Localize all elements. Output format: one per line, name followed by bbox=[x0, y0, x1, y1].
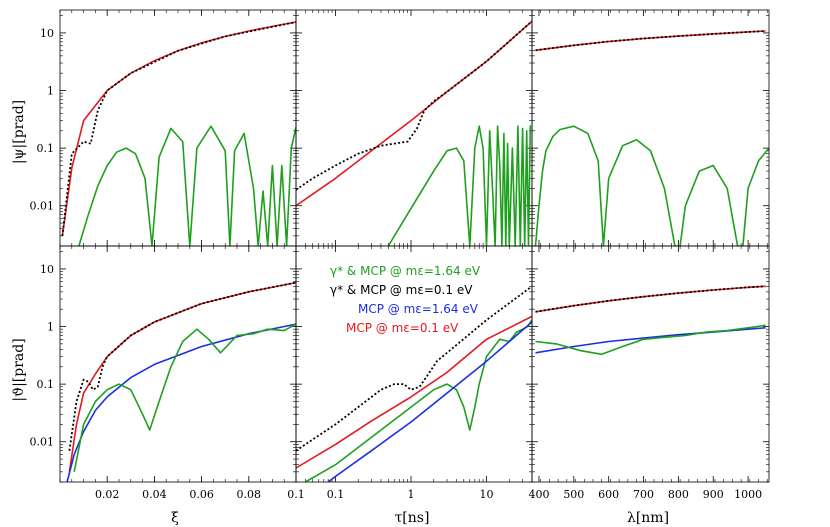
series-line-black-dotted bbox=[535, 285, 766, 313]
series-line-black-dotted bbox=[68, 281, 296, 451]
series-line-red bbox=[296, 20, 532, 207]
x-tick-label: 600 bbox=[598, 488, 619, 501]
x-tick-label: 800 bbox=[668, 488, 689, 501]
panel-frame bbox=[59, 245, 297, 483]
series-line-green bbox=[534, 125, 769, 246]
x-tick-label: 0.1 bbox=[327, 488, 345, 501]
series-group bbox=[296, 285, 532, 482]
x-axis-label-xi: ξ bbox=[171, 510, 179, 526]
series-group bbox=[296, 20, 532, 246]
series-line-red bbox=[68, 281, 296, 473]
x-tick-label: 400 bbox=[528, 488, 549, 501]
ticks: 0.1 1 10 bbox=[295, 246, 533, 501]
series-line-blue bbox=[327, 321, 532, 482]
y-tick-label: 10 bbox=[40, 263, 54, 276]
x-tick-label: 0.02 bbox=[95, 488, 120, 501]
series-line-black-dotted bbox=[61, 21, 296, 237]
series-line-red bbox=[535, 285, 766, 313]
ticks: 10 1 0.1 0.01 bbox=[30, 10, 297, 247]
x-tick-label: 700 bbox=[633, 488, 654, 501]
panel-6: 400 500 600 700 800 900 1000 bbox=[528, 245, 770, 501]
x-tick-label: 900 bbox=[703, 488, 724, 501]
y-tick-label: 0.01 bbox=[30, 436, 55, 449]
legend-entry-black: γ* & MCP @ mε=0.1 eV bbox=[330, 283, 473, 297]
ticks: 10 1 0.1 0.01 0.02 0.04 0.06 0.08 0.1 bbox=[30, 246, 305, 501]
series-line-black-dotted bbox=[296, 285, 532, 452]
series-line-green bbox=[78, 125, 296, 246]
series-line-red bbox=[535, 30, 766, 52]
x-axis-label-tau: τ[ns] bbox=[395, 510, 430, 526]
legend-entry-green: γ* & MCP @ mε=1.64 eV bbox=[330, 264, 481, 278]
y-tick-label: 10 bbox=[40, 27, 54, 40]
x-axis-label-lambda: λ[nm] bbox=[627, 510, 669, 526]
series-group bbox=[66, 281, 296, 482]
series-line-green bbox=[387, 125, 532, 246]
x-tick-label: 1 bbox=[408, 488, 415, 501]
axis-labels: |ψ|[prad] |ϑ|[prad] ξ τ[ns] λ[nm] bbox=[11, 100, 669, 526]
series-line-blue bbox=[66, 323, 296, 482]
x-tick-label: 0.04 bbox=[142, 488, 167, 501]
legend-entry-blue: MCP @ mε=1.64 eV bbox=[358, 302, 479, 316]
x-tick-label: 10 bbox=[480, 488, 494, 501]
y-tick-label: 1 bbox=[47, 85, 54, 98]
series-group bbox=[535, 285, 766, 356]
x-tick-label: 1000 bbox=[734, 488, 762, 501]
y-tick-label: 0.1 bbox=[37, 142, 55, 155]
y-tick-label: 0.1 bbox=[37, 378, 55, 391]
legend-entry-red: MCP @ mε=0.1 eV bbox=[346, 321, 459, 335]
y-axis-label-top: |ψ|[prad] bbox=[11, 100, 27, 164]
series-line-blue bbox=[535, 327, 766, 354]
panel-3 bbox=[531, 9, 770, 247]
series-line-black-dotted bbox=[296, 20, 532, 191]
x-tick-label: 0.06 bbox=[189, 488, 214, 501]
series-line-green bbox=[73, 323, 296, 473]
x-tick-label: 0.1 bbox=[287, 488, 305, 501]
x-tick-label: 500 bbox=[563, 488, 584, 501]
series-line-green bbox=[305, 319, 532, 482]
series-group bbox=[61, 21, 296, 246]
y-axis-label-bottom: |ϑ|[prad] bbox=[11, 338, 27, 401]
series-line-red bbox=[61, 21, 296, 237]
panel-1: 10 1 0.1 0.01 bbox=[30, 9, 297, 247]
y-tick-label: 0.01 bbox=[30, 200, 55, 213]
panel-frame bbox=[531, 245, 770, 483]
x-tick-label: 0.08 bbox=[237, 488, 262, 501]
y-tick-label: 1 bbox=[47, 321, 54, 334]
legend: γ* & MCP @ mε=1.64 eV γ* & MCP @ mε=0.1 … bbox=[330, 264, 481, 335]
series-group bbox=[534, 30, 769, 246]
series-line-black-dotted bbox=[535, 30, 766, 52]
ticks: 400 500 600 700 800 900 1000 bbox=[528, 246, 769, 501]
series-line-green bbox=[535, 324, 766, 356]
panel-4: 10 1 0.1 0.01 0.02 0.04 0.06 0.08 0.1 bbox=[30, 245, 305, 501]
series-line-red bbox=[296, 315, 532, 469]
panel-2 bbox=[295, 9, 533, 247]
